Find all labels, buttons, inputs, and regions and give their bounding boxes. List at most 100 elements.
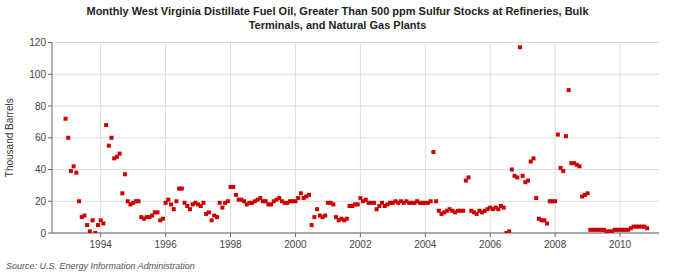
grid-line	[52, 169, 659, 170]
point	[323, 214, 327, 218]
tick	[48, 169, 52, 170]
point	[526, 179, 530, 183]
tick	[165, 233, 166, 237]
grid-line	[100, 43, 101, 234]
tick	[620, 233, 621, 237]
point	[77, 199, 81, 203]
point	[218, 201, 222, 205]
point	[123, 172, 127, 176]
point	[561, 169, 565, 173]
point	[586, 191, 590, 195]
tick-label: 0	[40, 228, 46, 239]
point	[69, 169, 73, 173]
tick	[48, 233, 52, 234]
point	[507, 229, 511, 233]
point	[107, 144, 111, 148]
point	[137, 199, 141, 203]
point	[372, 201, 376, 205]
points	[64, 45, 650, 233]
tick-label: 2008	[544, 239, 567, 250]
tick-label: 60	[35, 132, 47, 143]
grid-line	[620, 43, 621, 234]
chart: Monthly West Virginia Distillate Fuel Oi…	[0, 0, 675, 275]
axes: 0204060801001201994199619982000200220042…	[29, 37, 659, 250]
x-axis-line	[52, 233, 659, 234]
grid-line	[52, 201, 659, 202]
tick	[48, 42, 52, 43]
point	[93, 231, 97, 233]
point	[172, 207, 176, 211]
point	[220, 206, 224, 210]
grid-line	[490, 43, 491, 234]
point	[553, 199, 557, 203]
tick	[360, 233, 361, 237]
point	[161, 217, 165, 221]
point	[434, 199, 438, 203]
point	[82, 214, 86, 218]
point	[169, 202, 173, 206]
point	[174, 199, 178, 203]
tick-label: 20	[35, 196, 47, 207]
point	[74, 171, 78, 175]
point	[118, 152, 122, 156]
tick	[100, 233, 101, 237]
tick	[425, 233, 426, 237]
grid-line	[52, 42, 659, 43]
tick	[48, 201, 52, 202]
point	[461, 209, 465, 213]
tick-label: 40	[35, 164, 47, 175]
point	[120, 191, 124, 195]
point	[64, 117, 68, 121]
tick	[555, 233, 556, 237]
point	[356, 202, 360, 206]
source: Source: U.S. Energy Information Administ…	[6, 261, 195, 271]
point	[215, 215, 219, 219]
point	[155, 210, 159, 214]
point	[431, 150, 435, 154]
tick-label: 2000	[284, 239, 307, 250]
point	[645, 226, 649, 230]
tick-label: 80	[35, 101, 47, 112]
point	[91, 218, 95, 222]
point	[467, 175, 471, 179]
tick-label: 2002	[349, 239, 372, 250]
tick	[48, 106, 52, 107]
point	[296, 196, 300, 200]
point	[518, 45, 522, 49]
tick-label: 1996	[154, 239, 177, 250]
point	[101, 221, 105, 225]
grid-line	[52, 233, 659, 234]
point	[188, 207, 192, 211]
point	[96, 223, 100, 227]
tick-label: 100	[29, 69, 46, 80]
point	[310, 223, 314, 227]
point	[180, 187, 184, 191]
point	[201, 201, 205, 205]
point	[510, 168, 514, 172]
tick	[230, 233, 231, 237]
y-axis-label: Thousand Barrels	[4, 98, 15, 177]
tick-label: 2006	[479, 239, 502, 250]
point	[166, 198, 170, 202]
point	[345, 217, 349, 221]
grid-line	[52, 106, 659, 107]
point	[515, 175, 519, 179]
point	[556, 133, 560, 137]
tick-label: 120	[29, 37, 46, 48]
grid-line	[230, 43, 231, 234]
point	[534, 196, 538, 200]
point	[234, 193, 238, 197]
point	[207, 210, 211, 214]
point	[104, 123, 108, 127]
point	[72, 164, 76, 168]
point	[307, 193, 311, 197]
point	[564, 134, 568, 138]
grid-line	[52, 137, 659, 138]
point	[226, 199, 230, 203]
grid-line	[52, 74, 659, 75]
tick-label: 1998	[219, 239, 242, 250]
point	[88, 229, 92, 233]
point	[312, 215, 316, 219]
grid-line	[555, 43, 556, 234]
tick	[48, 74, 52, 75]
